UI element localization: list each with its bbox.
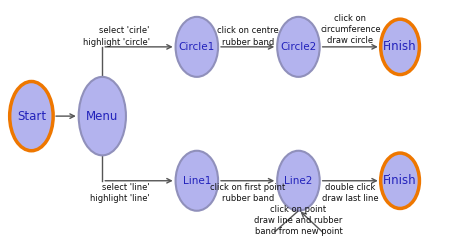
Text: Finish: Finish xyxy=(383,174,417,187)
Ellipse shape xyxy=(79,77,126,155)
Text: Start: Start xyxy=(17,110,46,123)
Text: Circle2: Circle2 xyxy=(280,42,317,52)
Ellipse shape xyxy=(381,19,419,75)
Ellipse shape xyxy=(277,151,319,211)
Text: Circle1: Circle1 xyxy=(179,42,215,52)
Text: click on point
draw line and rubber
band from new point: click on point draw line and rubber band… xyxy=(254,205,343,236)
Text: Line2: Line2 xyxy=(284,176,313,186)
Ellipse shape xyxy=(175,151,218,211)
Ellipse shape xyxy=(277,17,319,77)
Text: select 'line'
highlight 'line': select 'line' highlight 'line' xyxy=(90,183,150,203)
Text: Menu: Menu xyxy=(86,110,118,123)
Text: click on centre
rubber band: click on centre rubber band xyxy=(217,27,279,47)
Text: select 'cirle'
highlight 'circle': select 'cirle' highlight 'circle' xyxy=(82,27,150,47)
Ellipse shape xyxy=(381,153,419,208)
Ellipse shape xyxy=(9,81,53,151)
Text: Line1: Line1 xyxy=(182,176,211,186)
Text: click on
circumference
draw circle: click on circumference draw circle xyxy=(320,14,381,45)
Ellipse shape xyxy=(175,17,218,77)
Text: double click
draw last line: double click draw last line xyxy=(322,183,379,203)
Text: click on first point
rubber band: click on first point rubber band xyxy=(210,183,285,203)
Text: Finish: Finish xyxy=(383,40,417,53)
